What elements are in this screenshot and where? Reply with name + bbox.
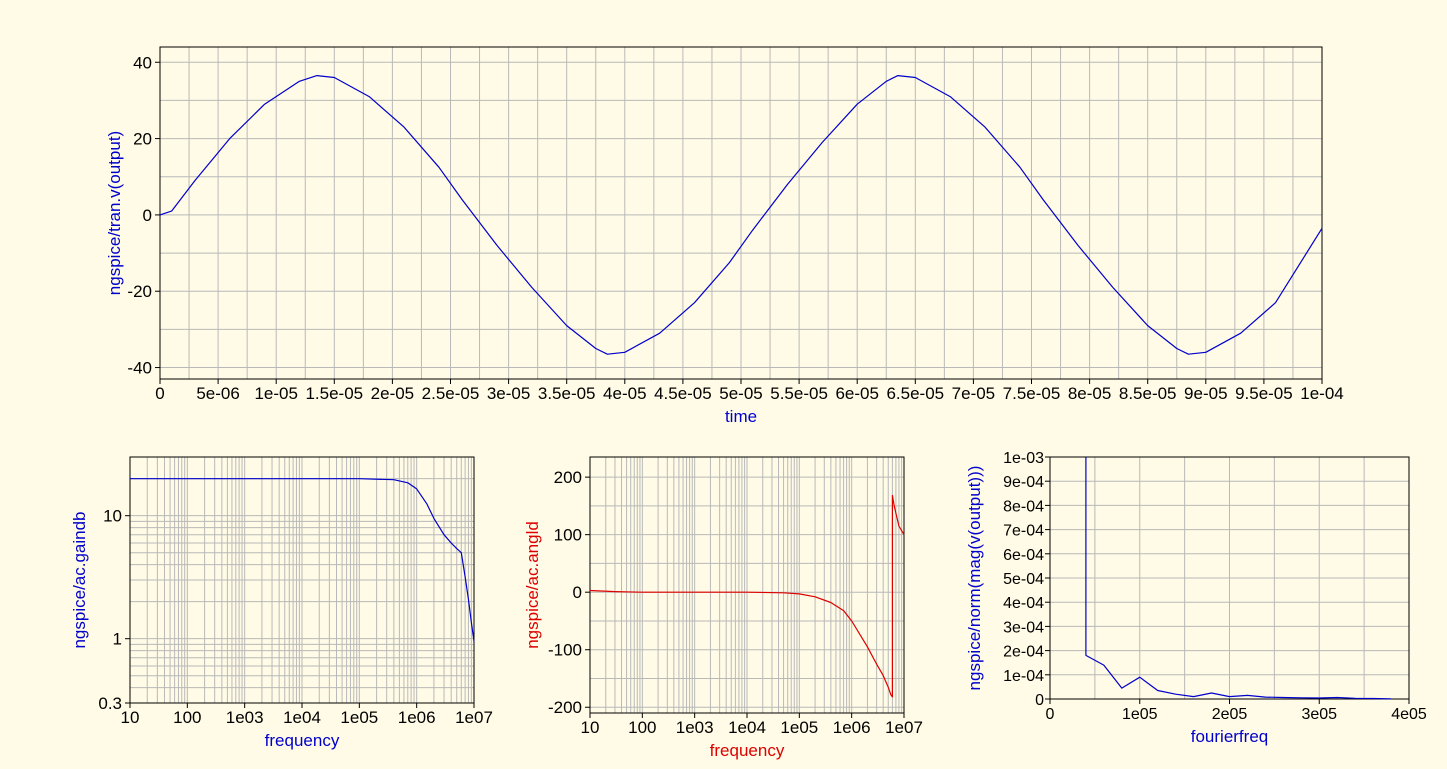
x-tick-label: 1e04 (283, 708, 321, 727)
y-tick-label: 40 (133, 53, 152, 72)
x-tick-label: 10 (121, 708, 140, 727)
y-tick-label: 1 (113, 630, 122, 649)
ac-gain-plot: 10 100 1e03 1e04 1e05 1e06 1e07 0.3 1 10 frequency… (70, 456, 493, 750)
y-tick-label: 0 (143, 206, 152, 225)
x-tick-label: 3e05 (1301, 706, 1337, 723)
x-tick-label: 1.5e-05 (305, 384, 363, 403)
y-tick-label: 1e-04 (1003, 668, 1044, 685)
x-tick-label: 4.5e-05 (654, 384, 712, 403)
x-tick-label: 6.5e-05 (886, 384, 944, 403)
y-tick-label: -200 (548, 698, 582, 717)
x-tick-label: 8.5e-05 (1119, 384, 1177, 403)
x-tick-label: 1e05 (1122, 706, 1158, 723)
x-tick-label: 1e-05 (254, 384, 297, 403)
x-tick-label: 1e03 (676, 718, 714, 737)
x-tick-label: 0 (155, 384, 164, 403)
x-tick-label: 2.5e-05 (422, 384, 480, 403)
series-line (159, 74, 1323, 355)
x-tick-label: 9e-05 (1184, 384, 1227, 403)
x-tick-label: 100 (628, 718, 656, 737)
ac-phase-plot: 10 100 1e03 1e04 1e05 1e06 1e07 -200 -100 0 100 200… (523, 456, 923, 760)
y-tick-label: -20 (127, 282, 152, 301)
y-tick-label: 7e-04 (1003, 523, 1044, 540)
x-tick-label: 8e-05 (1068, 384, 1111, 403)
y-tick-label: 100 (554, 526, 582, 545)
y-tick-label: 200 (554, 468, 582, 487)
y-tick-label: 3e-04 (1003, 619, 1044, 636)
x-tick-label: 1e06 (833, 718, 871, 737)
x-axis-label: frequency (265, 731, 340, 750)
x-axis-label: time (725, 407, 757, 426)
x-tick-label: 5.5e-05 (770, 384, 828, 403)
series-line (130, 478, 475, 642)
y-tick-label: 20 (133, 130, 152, 149)
x-tick-label: 6e-05 (835, 384, 878, 403)
x-tick-label: 1e06 (398, 708, 436, 727)
y-axis-label: ngspice/tran.v(output) (105, 131, 124, 295)
x-tick-label: 3.5e-05 (538, 384, 596, 403)
y-axis-label: ngspice/norm(mag(v(output))) (965, 466, 984, 691)
y-tick-label: 2e-04 (1003, 644, 1044, 661)
x-tick-label: 3e-05 (487, 384, 530, 403)
y-tick-label: 10 (103, 507, 122, 526)
y-tick-label: 8e-04 (1003, 498, 1044, 515)
y-tick-label: 9e-04 (1003, 474, 1044, 491)
y-tick-label: -40 (127, 359, 152, 378)
x-tick-label: 2e-05 (371, 384, 414, 403)
x-tick-label: 9.5e-05 (1235, 384, 1293, 403)
fourier-magnitude-plot: 0 1e05 2e05 3e05 4e05 0 1e-04 2e-04 3e-04 4e-04 5e… (965, 450, 1427, 746)
y-tick-label: 0 (1035, 692, 1044, 709)
y-tick-label: 0.3 (98, 694, 122, 713)
y-tick-label: 1e-03 (1003, 450, 1044, 467)
y-tick-label: 4e-04 (1003, 595, 1044, 612)
x-tick-label: 2e05 (1212, 706, 1248, 723)
x-tick-label: 1e05 (340, 708, 378, 727)
x-tick-label: 100 (173, 708, 201, 727)
x-tick-label: 1e07 (455, 708, 493, 727)
x-tick-label: 4e-05 (603, 384, 646, 403)
x-tick-label: 5e-06 (196, 384, 239, 403)
series-line (589, 494, 905, 698)
x-axis-label: fourierfreq (1191, 727, 1268, 746)
x-tick-label: 7.5e-05 (1003, 384, 1061, 403)
x-tick-label: 1e-04 (1300, 384, 1343, 403)
series-line (1085, 457, 1392, 700)
x-tick-label: 1e05 (780, 718, 818, 737)
x-tick-label: 4e05 (1391, 706, 1427, 723)
y-axis-label: ngspice/ac.angld (523, 521, 542, 649)
y-tick-label: -100 (548, 641, 582, 660)
x-tick-label: 10 (581, 718, 600, 737)
x-tick-label: 1e04 (728, 718, 766, 737)
y-tick-label: 0 (573, 583, 582, 602)
x-tick-label: 1e07 (885, 718, 923, 737)
x-tick-label: 5e-05 (719, 384, 762, 403)
y-tick-label: 6e-04 (1003, 547, 1044, 564)
x-tick-label: 1e03 (226, 708, 264, 727)
y-tick-label: 5e-04 (1003, 571, 1044, 588)
x-tick-label: 0 (1046, 706, 1055, 723)
transient-voltage-plot: 0 5e-06 1e-05 1.5e-05 2e-05 2.5e-05 3e-05 3.5e-… (105, 46, 1344, 426)
x-axis-label: frequency (710, 741, 785, 760)
y-axis-label: ngspice/ac.gaindb (70, 511, 89, 648)
x-tick-label: 7e-05 (952, 384, 995, 403)
